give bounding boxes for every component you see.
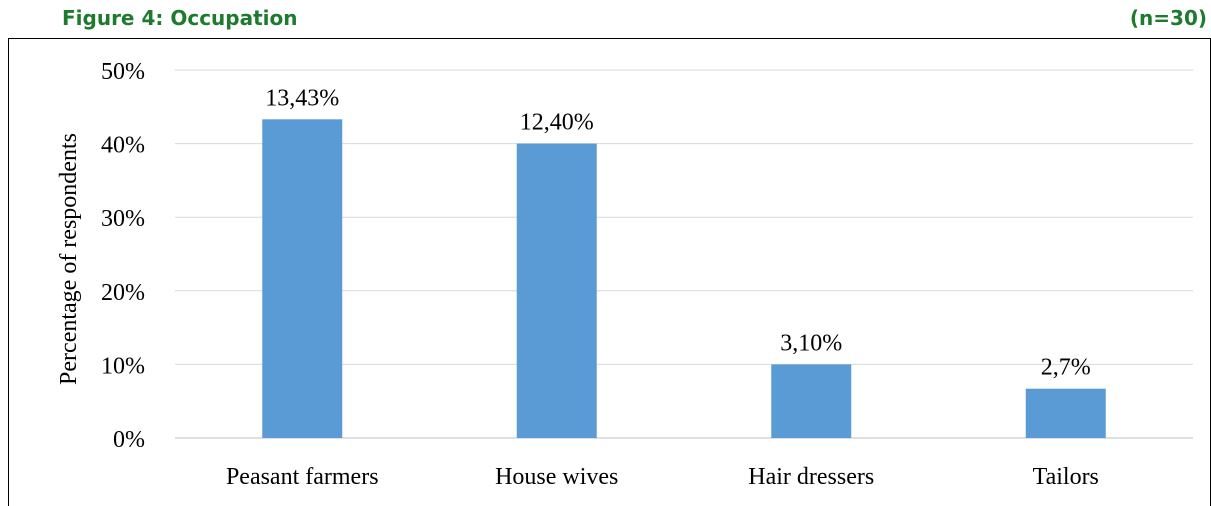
bar	[771, 364, 852, 438]
bar	[1025, 388, 1106, 438]
y-axis-title: Percentage of respondents	[56, 133, 82, 385]
data-label: 2,7%	[1041, 355, 1091, 381]
figure-title: Figure 4: Occupation	[62, 6, 298, 30]
y-tick-label: 20%	[101, 280, 145, 306]
data-label: 12,40%	[520, 110, 594, 136]
bar	[262, 119, 343, 438]
y-tick-label: 50%	[101, 59, 145, 85]
y-tick-label: 30%	[101, 206, 145, 232]
frame-top-border	[8, 38, 1211, 39]
data-label: 3,10%	[780, 330, 842, 356]
x-tick-label: Peasant farmers	[226, 464, 379, 490]
data-label: 13,43%	[265, 85, 339, 111]
frame-left-border	[8, 38, 9, 506]
y-tick-label: 0%	[113, 427, 145, 453]
bar	[516, 143, 597, 438]
x-tick-label: House wives	[495, 464, 618, 490]
y-tick-label: 10%	[101, 353, 145, 379]
x-tick-label: Tailors	[1033, 464, 1099, 490]
sample-size-label: (n=30)	[1129, 6, 1207, 30]
x-tick-label: Hair dressers	[748, 464, 874, 490]
y-tick-label: 40%	[101, 133, 145, 159]
